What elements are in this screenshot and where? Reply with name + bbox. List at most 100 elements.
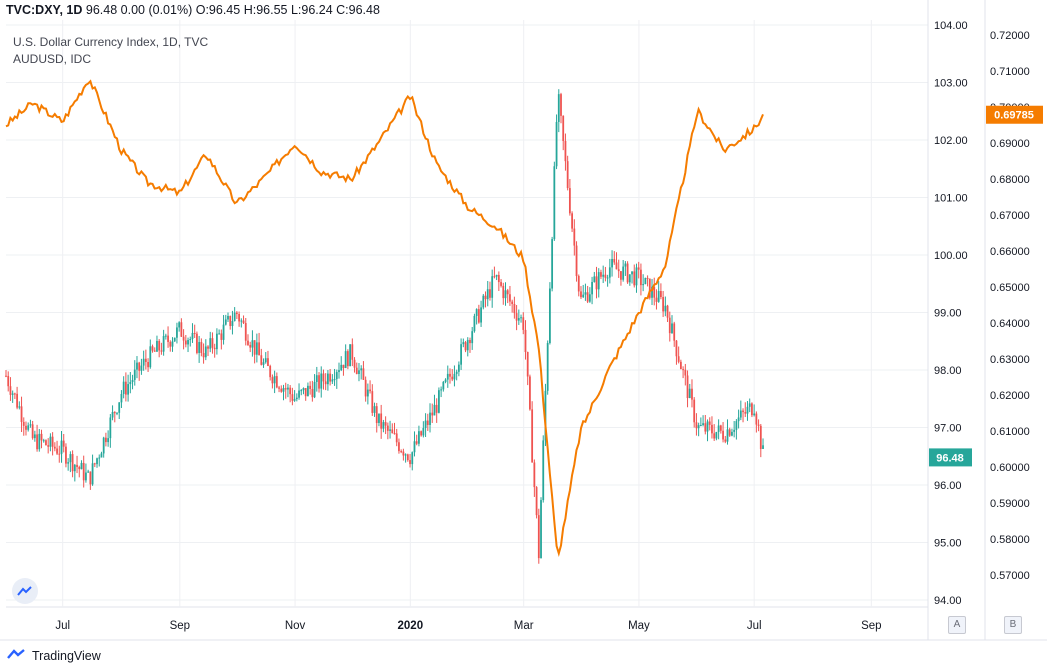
x-axis-tick: Jul — [747, 620, 762, 632]
dxy-candle-body — [138, 362, 141, 371]
legend-audusd[interactable]: AUDUSD, IDC — [13, 52, 92, 66]
dxy-candle-body — [484, 295, 487, 300]
dxy-candle-body — [353, 359, 356, 368]
dxy-candle-body — [67, 462, 70, 464]
dxy-candle-body — [702, 423, 704, 425]
dxy-candle-body — [673, 323, 676, 341]
right-axis-tick: 0.59000 — [990, 498, 1030, 510]
dxy-candle-body — [451, 376, 454, 380]
dxy-candle-body — [520, 317, 522, 319]
dxy-candle-body — [96, 458, 98, 465]
dxy-candle-body — [524, 329, 527, 352]
dxy-candle-body — [453, 373, 456, 380]
dxy-candle-body — [171, 341, 174, 347]
dxy-candle-body — [149, 346, 152, 368]
last-price: 96.48 — [85, 3, 118, 17]
dxy-candle-body — [45, 440, 47, 446]
dxy-candle-body — [113, 411, 116, 414]
dxy-candle-body — [260, 355, 263, 365]
dxy-candle-body — [540, 500, 542, 559]
left-axis-tick: 101.00 — [934, 193, 968, 205]
right-axis-tick: 0.62000 — [990, 390, 1030, 402]
right-axis-tick: 0.66000 — [990, 246, 1030, 258]
dxy-candle-body — [93, 463, 96, 465]
dxy-candle-body — [606, 277, 609, 279]
dxy-candle-body — [713, 433, 716, 439]
tradingview-logo-icon[interactable] — [6, 648, 28, 663]
dxy-candle-body — [393, 433, 396, 435]
symbol-label[interactable]: TVC:DXY, 1D — [6, 3, 83, 17]
dxy-candle-body — [262, 362, 265, 365]
series-legend: U.S. Dollar Currency Index, 1D, TVC AUDU… — [13, 34, 208, 68]
dxy-candle-body — [344, 351, 347, 369]
dxy-candle-body — [164, 335, 167, 337]
dxy-candle-body — [36, 434, 38, 450]
dxy-candle-body — [560, 94, 562, 116]
dxy-candle-body — [184, 340, 187, 345]
dxy-candle-body — [537, 515, 540, 559]
x-axis-tick: Mar — [514, 620, 534, 632]
dxy-candle-body — [688, 388, 691, 399]
auto-scale-button[interactable]: A — [948, 616, 966, 634]
dxy-candle-body — [160, 350, 163, 352]
x-axis-tick: Jul — [55, 620, 70, 632]
audusd-line — [5, 79, 764, 558]
last-price-badges: 96.48 0.69785 — [929, 105, 1043, 467]
dxy-candle-body — [742, 410, 744, 413]
dxy-candle-body — [300, 390, 303, 392]
dxy-candle-body — [506, 290, 509, 295]
dxy-candle-body — [249, 344, 252, 348]
dxy-candle-body — [637, 267, 640, 270]
dxy-candle-body — [258, 342, 260, 356]
right-axis-tick: 0.72000 — [990, 30, 1030, 42]
log-scale-button[interactable]: B — [1004, 616, 1022, 634]
dxy-candle-body — [278, 387, 280, 389]
dxy-candle-body — [588, 294, 591, 302]
dxy-candle-body — [642, 284, 645, 286]
dxy-candle-body — [53, 446, 56, 449]
dxy-candle-body — [497, 274, 500, 283]
dxy-candle-body — [580, 291, 582, 298]
dxy-candle-body — [677, 356, 680, 362]
dxy-candle-body — [500, 282, 502, 286]
left-axis-tick: 99.00 — [934, 308, 962, 320]
dxy-candle-body — [755, 413, 758, 425]
dxy-candle-body — [351, 344, 354, 360]
dxy-candle-body — [87, 471, 90, 473]
dxy-candle-body — [759, 425, 762, 449]
dxy-candle-body — [735, 421, 738, 430]
dxy-candle-body — [282, 388, 285, 392]
dxy-candle-body — [193, 332, 196, 334]
dxy-candle-body — [82, 462, 85, 481]
high-value: H:96.55 — [243, 3, 288, 17]
dxy-candle-body — [18, 406, 21, 408]
dxy-candle-body — [633, 271, 636, 286]
dxy-candle-body — [251, 340, 254, 348]
dxy-candle-body — [571, 213, 573, 229]
dxy-candle-body — [5, 375, 7, 377]
dxy-candle-body — [158, 340, 161, 351]
dxy-candle-body — [717, 425, 720, 432]
dxy-candle-body — [89, 471, 92, 485]
dxy-candle-body — [289, 387, 292, 395]
legend-dxy[interactable]: U.S. Dollar Currency Index, 1D, TVC — [13, 35, 209, 49]
dxy-candle-body — [691, 388, 693, 400]
dxy-candle-body — [511, 301, 514, 304]
dxy-candle-body — [575, 245, 578, 277]
dxy-candle-body — [584, 292, 587, 295]
dxy-candle-body — [509, 294, 511, 302]
dxy-candle-body — [562, 115, 565, 142]
dxy-candle-body — [20, 406, 23, 422]
dxy-candle-body — [25, 425, 27, 430]
dxy-candle-body — [442, 381, 445, 390]
dxy-candle-body — [156, 340, 158, 352]
dxy-candle-body — [85, 472, 87, 481]
dxy-candle-body — [302, 388, 305, 391]
dxy-candle-body — [553, 166, 556, 240]
tradingview-badge-icon[interactable] — [12, 578, 38, 604]
dxy-candle-body — [695, 422, 698, 429]
dxy-candle-body — [322, 373, 325, 382]
dxy-candle-body — [682, 369, 684, 371]
dxy-candle-body — [40, 433, 43, 441]
